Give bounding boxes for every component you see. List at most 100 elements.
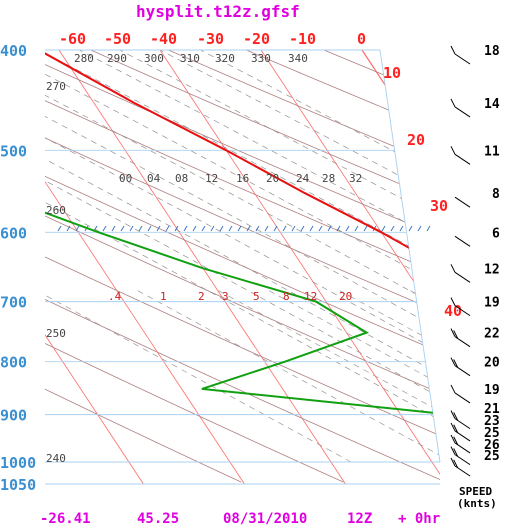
wind-speed-label: 26 — [484, 438, 500, 453]
level-hatch-mark — [183, 225, 188, 232]
moist-adiabat-line — [45, 50, 440, 463]
isotherm-label: -30 — [197, 30, 224, 48]
wind-speed-label: 25 — [484, 449, 500, 464]
dry-adiabat-line — [45, 50, 440, 483]
level-hatch-mark — [102, 225, 107, 232]
level-hatch-mark — [147, 225, 152, 232]
moist-adiabat-line — [45, 50, 440, 463]
wind-barb: 23 — [450, 414, 500, 442]
mixing-ratio-line — [267, 289, 440, 463]
mixing-ratio-label: 20 — [339, 290, 352, 303]
footer-longitude: 45.25 — [137, 511, 179, 527]
mixing-ratio-label: 12 — [304, 290, 317, 303]
potential-temperature-label: 320 — [215, 52, 235, 65]
wind-barb: 19 — [450, 383, 500, 404]
isotherm-label: -60 — [59, 30, 86, 48]
level-hatch-mark — [129, 225, 134, 232]
wind-barb: 20 — [450, 356, 500, 377]
wind-barb-flag — [453, 459, 459, 469]
dry-adiabat-line — [45, 50, 440, 483]
level-hatch-mark — [399, 225, 404, 232]
mixing-ratio-label: 8 — [283, 290, 290, 303]
wind-barb-flag — [450, 146, 456, 155]
moist-adiabat-line — [200, 50, 440, 463]
isotherm-label: -20 — [243, 30, 270, 48]
pressure-tick-label: 900 — [0, 407, 27, 425]
dry-adiabat-line — [45, 50, 344, 483]
level-hatch-mark — [210, 225, 215, 232]
level-hatch-mark — [327, 225, 332, 232]
mixing-ratio-line — [338, 289, 440, 463]
wind-barb-staff — [454, 153, 471, 165]
wind-barb-flag — [450, 357, 456, 366]
wind-barb: 14 — [450, 97, 500, 118]
level-hatch-mark — [273, 225, 278, 232]
isobar-layer — [45, 49, 441, 485]
dewpoint-profile-line — [45, 50, 440, 463]
dry-adiabat-line — [45, 50, 440, 483]
level-hatch-mark — [264, 225, 269, 232]
moist-adiabat-label: 16 — [236, 172, 249, 185]
wind-barb: 6 — [454, 226, 500, 247]
potential-temperature-label: 260 — [46, 204, 66, 217]
isotherm-line — [159, 50, 440, 484]
footer-forecast: + 0hr — [398, 511, 440, 527]
potential-temperature-label: 280 — [74, 52, 94, 65]
level-hatch-mark — [219, 225, 224, 232]
wind-barb-flag — [450, 297, 456, 306]
wind-barb-flag — [453, 330, 459, 339]
dry-adiabat-line — [45, 50, 440, 483]
potential-temperature-label: 340 — [288, 52, 308, 65]
level-hatch-mark — [363, 225, 368, 232]
wind-barb-flag — [450, 422, 456, 432]
mixing-ratio-label: .4 — [108, 290, 122, 303]
isotherm-label: 30 — [430, 197, 448, 215]
isotherm-line — [45, 50, 245, 484]
level-hatch-mark — [228, 225, 233, 232]
level-hatch-mark — [291, 225, 296, 232]
moist-adiabat-line — [45, 50, 440, 463]
moist-adiabat-label: 32 — [349, 172, 362, 185]
moist-adiabat-line — [45, 50, 440, 463]
isotherm-line — [45, 50, 144, 484]
isotherm-label: 20 — [407, 131, 425, 149]
wind-barb: 25 — [450, 449, 500, 477]
footer: -26.41 45.25 08/31/2010 12Z + 0hr — [40, 511, 440, 527]
pressure-tick-label: 400 — [0, 42, 27, 60]
wind-speed-label: 8 — [492, 187, 500, 202]
wind-barb: 8 — [454, 187, 500, 208]
footer-latitude: -26.41 — [40, 511, 91, 527]
level-hatch-mark — [417, 225, 422, 232]
speed-units-label: (knts) — [457, 497, 497, 510]
moist-adiabat-line — [45, 50, 440, 463]
wind-barb-flag — [450, 457, 456, 467]
wind-barb-flag — [450, 446, 456, 455]
dry-adiabat-line — [45, 50, 440, 483]
potential-temperature-label: 240 — [46, 452, 66, 465]
mixing-ratio-line — [217, 289, 440, 463]
wind-barb: 19 — [450, 296, 500, 317]
level-hatch-mark — [336, 225, 341, 232]
potential-temperature-label: 290 — [107, 52, 127, 65]
wind-barb-flag — [453, 436, 459, 445]
potential-temperature-label: 330 — [251, 52, 271, 65]
isotherm-label: 0 — [357, 30, 366, 48]
wind-speed-label: 25 — [484, 426, 500, 441]
wind-barb-staff — [454, 235, 471, 247]
moist-adiabat-label: 08 — [175, 172, 188, 185]
dry-adiabat-line — [45, 50, 440, 483]
wind-speed-label: 18 — [484, 44, 500, 59]
moist-adiabat-label: 12 — [205, 172, 218, 185]
wind-speed-label: 19 — [484, 296, 500, 311]
level-hatch-mark — [354, 225, 359, 232]
wind-speed-label: 21 — [484, 402, 500, 417]
wind-barb: 12 — [450, 262, 500, 283]
moist-adiabat-label: 24 — [296, 172, 310, 185]
level-hatch-mark — [201, 225, 206, 232]
wind-barb-staff — [454, 305, 471, 317]
pressure-tick-label: 1000 — [0, 454, 36, 472]
level-hatch-mark — [156, 225, 161, 232]
potential-temperature-label: 250 — [46, 327, 66, 340]
potential-temperature-label: 310 — [180, 52, 200, 65]
